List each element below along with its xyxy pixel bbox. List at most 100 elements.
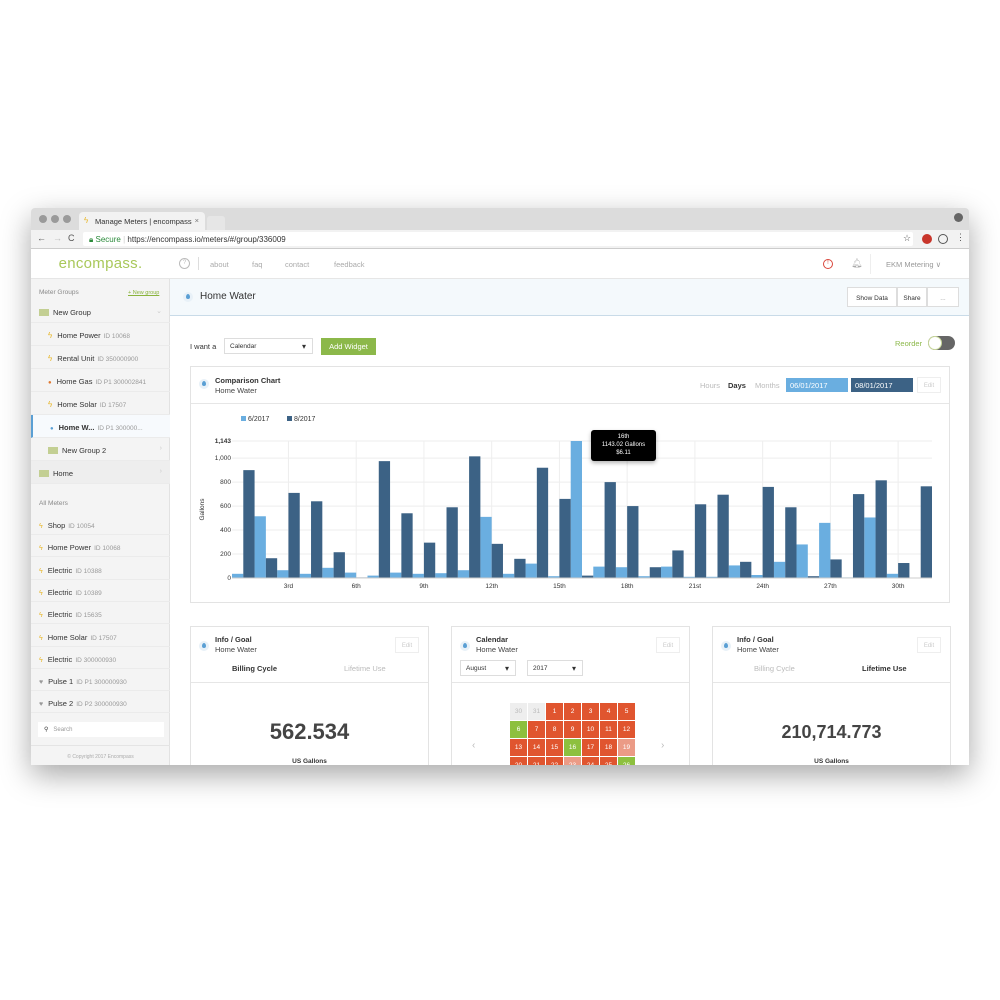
calendar-day[interactable]: 18 [600,739,617,756]
reload-icon[interactable]: C [68,233,75,243]
chevron-down-icon[interactable]: ⌄ [156,308,162,315]
calendar-day[interactable]: 6 [510,721,527,738]
calendar-day[interactable]: 7 [528,721,545,738]
tab-lifetime-use[interactable]: Lifetime Use [862,664,907,673]
logo[interactable]: encompass. [31,249,170,279]
calendar-day[interactable]: 3 [582,703,599,720]
sidebar-meter-item[interactable]: ϟ Home Power ID 10068 [31,323,170,346]
edit-button[interactable]: Edit [656,637,680,653]
help-icon[interactable]: ? [179,258,190,269]
next-month-arrow[interactable]: › [661,740,665,751]
calendar-day[interactable]: 10 [582,721,599,738]
nav-contact[interactable]: contact [285,260,310,269]
account-menu[interactable]: EKM Metering ∨ [886,260,941,269]
back-icon[interactable]: ← [37,233,46,243]
new-group-link[interactable]: + New group [128,290,160,296]
show-data-button[interactable]: Show Data [847,287,897,307]
url-field[interactable]: 🔒︎ Secure | https://encompass.io/meters/… [83,232,913,246]
bell-icon[interactable]: 🔔︎ [851,258,863,268]
calendar-day[interactable]: 9 [564,721,581,738]
range-hours[interactable]: Hours [700,381,721,390]
month-select[interactable]: August [460,660,516,676]
all-meters-item[interactable]: ♥ Pulse 2 ID P2 300000930 [31,691,170,714]
range-days[interactable]: Days [728,381,746,390]
chevron-right-icon[interactable]: › [159,468,162,475]
browser-menu-icon[interactable]: ⋮ [956,232,965,242]
close-window-button[interactable] [39,215,47,223]
search-input[interactable]: ⚲ Search [38,722,164,737]
extension-icon[interactable] [938,234,948,244]
calendar-day[interactable]: 30 [510,703,527,720]
calendar-day[interactable]: 17 [582,739,599,756]
calendar-day[interactable]: 22 [546,757,563,765]
calendar-day[interactable]: 24 [582,757,599,765]
all-meters-item[interactable]: ϟ Shop ID 10054 [31,513,170,535]
sidebar-group-item[interactable]: New Group 2 › [31,438,170,461]
new-tab-button[interactable] [207,216,225,230]
more-button[interactable]: ... [927,287,959,307]
forward-icon[interactable]: → [53,233,62,243]
range-months[interactable]: Months [755,381,780,390]
adblock-extension-icon[interactable] [922,234,932,244]
add-widget-button[interactable]: Add Widget [321,338,376,355]
pulse-icon: ♥ [39,701,44,709]
nav-about[interactable]: about [210,260,229,269]
alert-icon[interactable]: ! [823,259,833,269]
sidebar-group-item[interactable]: Home › [31,461,170,484]
nav-faq[interactable]: faq [252,260,263,269]
all-meters-item[interactable]: ϟ Electric ID 15635 [31,602,170,625]
calendar-day[interactable]: 5 [618,703,635,720]
calendar-day[interactable]: 25 [600,757,617,765]
bookmark-star-icon[interactable]: ☆ [903,233,912,243]
sidebar-meter-item[interactable]: ϟ Rental Unit ID 350000900 [31,346,170,369]
edit-button[interactable]: Edit [917,377,941,393]
tab-billing-cycle[interactable]: Billing Cycle [232,664,278,673]
close-tab-icon[interactable]: × [194,216,199,225]
calendar-day[interactable]: 12 [618,721,635,738]
calendar-day[interactable]: 26 [618,757,635,765]
all-meters-item[interactable]: ϟ Home Power ID 10068 [31,535,170,558]
minimize-window-button[interactable] [51,215,59,223]
browser-tab[interactable]: ϟ Manage Meters | encompass × [79,212,205,230]
tab-billing-cycle[interactable]: Billing Cycle [754,664,795,673]
sidebar-meter-item[interactable]: ● Home W... ID P1 300000... [31,415,170,438]
calendar-day[interactable]: 19 [618,739,635,756]
all-meters-item[interactable]: ϟ Electric ID 300000930 [31,647,170,669]
calendar-day[interactable]: 21 [528,757,545,765]
calendar-widget: Calendar Home Water Edit August 2017 ‹ ›… [451,626,690,765]
all-meters-item[interactable]: ϟ Electric ID 10389 [31,580,170,602]
widget-type-select[interactable]: Calendar [224,338,313,354]
maximize-window-button[interactable] [63,215,71,223]
edit-button[interactable]: Edit [917,637,941,653]
profile-icon[interactable] [954,213,963,222]
calendar-day[interactable]: 8 [546,721,563,738]
y-tick-label: 200 [220,551,231,558]
calendar-day[interactable]: 4 [600,703,617,720]
calendar-day[interactable]: 16 [564,739,581,756]
all-meters-item[interactable]: ϟ Electric ID 10388 [31,558,170,580]
sidebar-meter-item[interactable]: ● Home Gas ID P1 300002841 [31,369,170,392]
chevron-right-icon[interactable]: › [159,445,162,452]
calendar-day[interactable]: 15 [546,739,563,756]
sidebar-meter-item[interactable]: ϟ Home Solar ID 17507 [31,392,170,415]
year-select[interactable]: 2017 [527,660,583,676]
sidebar-group-item[interactable]: New Group ⌄ [31,300,170,323]
all-meters-item[interactable]: ϟ Home Solar ID 17507 [31,625,170,647]
calendar-day[interactable]: 1 [546,703,563,720]
calendar-day[interactable]: 2 [564,703,581,720]
calendar-day[interactable]: 14 [528,739,545,756]
date-range-1-input[interactable]: 06/01/2017 [786,378,848,392]
reorder-toggle[interactable] [928,336,955,350]
calendar-day[interactable]: 23 [564,757,581,765]
calendar-day[interactable]: 20 [510,757,527,765]
all-meters-item[interactable]: ♥ Pulse 1 ID P1 300000930 [31,669,170,692]
calendar-day[interactable]: 13 [510,739,527,756]
previous-month-arrow[interactable]: ‹ [472,740,476,751]
share-button[interactable]: Share [897,287,927,307]
nav-feedback[interactable]: feedback [334,260,365,269]
date-range-2-input[interactable]: 08/01/2017 [851,378,913,392]
calendar-day[interactable]: 31 [528,703,545,720]
edit-button[interactable]: Edit [395,637,419,653]
calendar-day[interactable]: 11 [600,721,617,738]
tab-lifetime-use[interactable]: Lifetime Use [344,664,386,673]
